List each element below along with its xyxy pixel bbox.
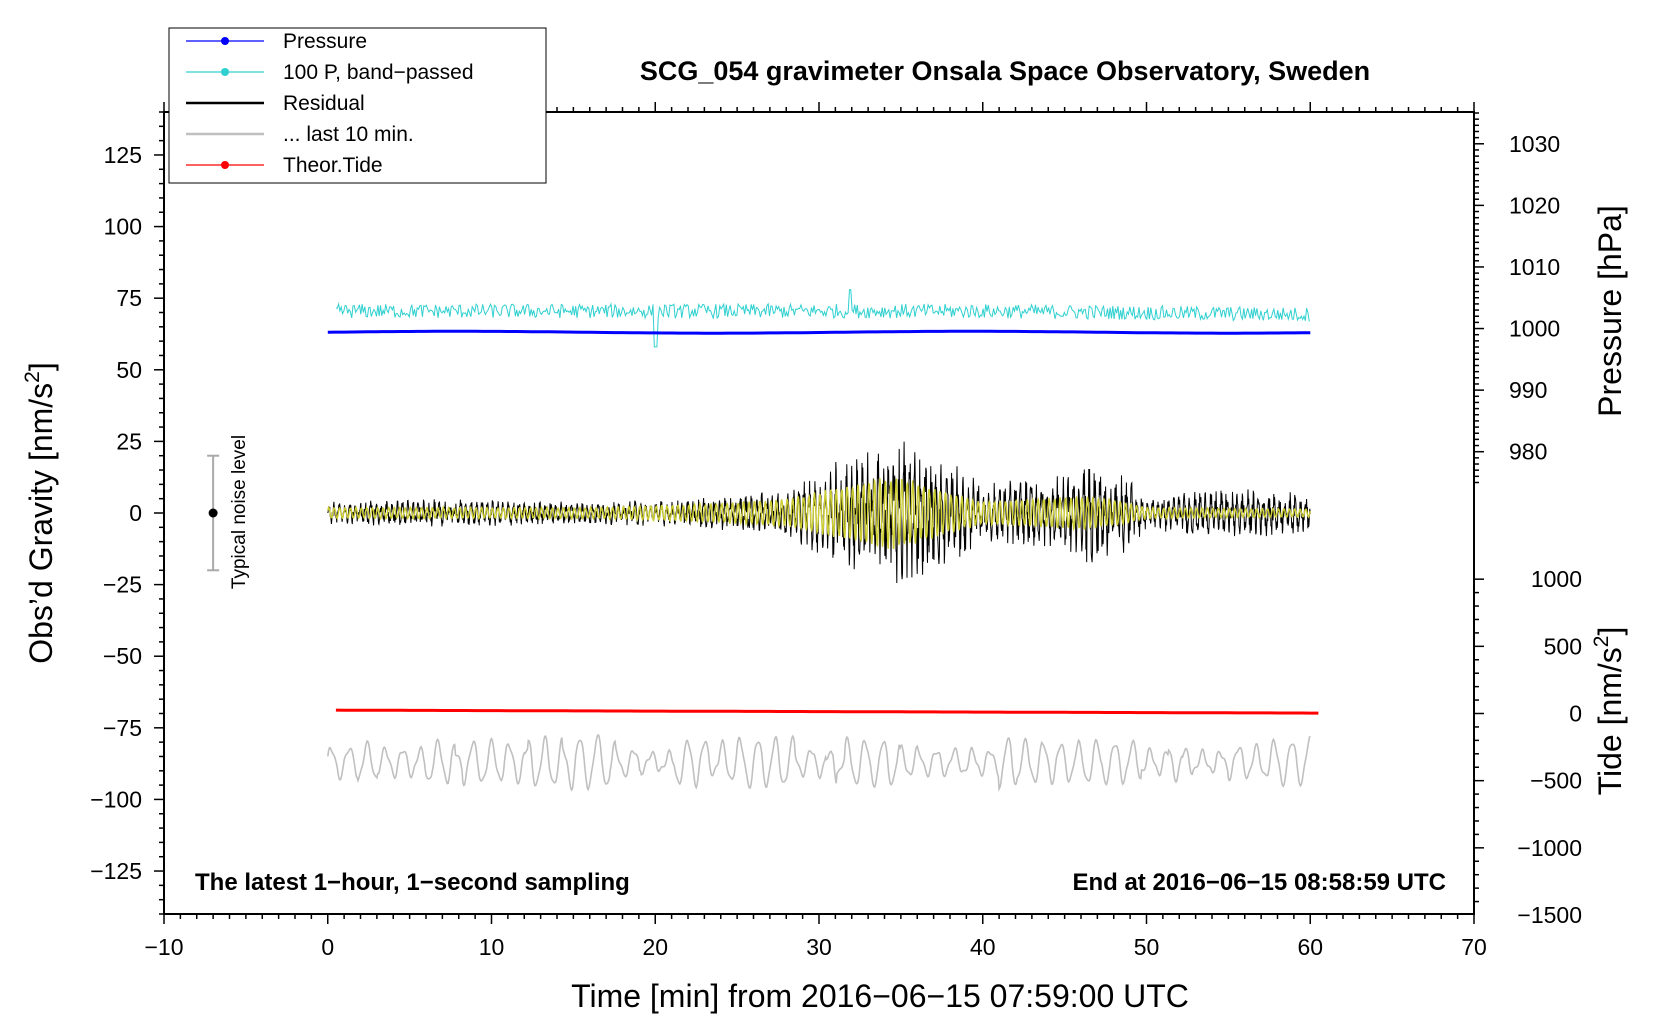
series-pressure-bandpassed: [336, 290, 1309, 347]
legend-label: ... last 10 min.: [283, 123, 414, 146]
y-right-tide-title-end: ]: [1592, 627, 1628, 636]
annotation-end-time: End at 2016−06−15 08:58:59 UTC: [1072, 869, 1446, 896]
y-left-tick-label: 0: [129, 500, 142, 526]
y-left-axis-title: Obs’d Gravity [nm/s2]: [21, 362, 59, 664]
y-left-tick-label: −125: [90, 858, 142, 884]
x-tick-label: 30: [806, 934, 832, 960]
x-tick-label: 50: [1134, 934, 1160, 960]
y-left-tick-label: −75: [103, 715, 142, 741]
legend-swatch-dot: [221, 37, 229, 45]
legend: Pressure 100 P, band−passed Residual ... la…: [169, 28, 546, 183]
x-tick-label: 20: [642, 934, 668, 960]
y-right-pressure-title: Pressure [hPa]: [1592, 205, 1628, 417]
x-tick-label: 70: [1461, 934, 1487, 960]
series-theor-tide: [336, 710, 1319, 713]
y-left-tick-label: 100: [104, 214, 142, 240]
x-tick-label: 0: [321, 934, 334, 960]
y-left-axis-title-main: Obs’d Gravity [nm/s: [23, 383, 59, 664]
axis-tick-labels: −10 0 10 20 30 40 50 60 701251007550250−25−50−75…: [90, 131, 1582, 960]
y-right-tide-title-main: Tide [nm/s: [1592, 647, 1628, 795]
y-right-pressure-tick-label: 1000: [1509, 316, 1560, 342]
noise-bar: [207, 456, 219, 571]
y-right-tide-tick-label: −1500: [1517, 902, 1582, 928]
x-tick-label: 60: [1297, 934, 1323, 960]
legend-label: Residual: [283, 92, 365, 115]
y-right-tide-tick-label: −500: [1530, 768, 1582, 794]
y-right-tide-tick-label: 0: [1569, 701, 1582, 727]
legend-swatch-dot: [221, 161, 229, 169]
annotation-sampling: The latest 1−hour, 1−second sampling: [195, 869, 630, 896]
y-left-axis-title-end: ]: [23, 362, 59, 371]
y-left-tick-label: −100: [90, 786, 142, 812]
y-left-tick-label: −25: [103, 572, 142, 598]
series-last-10-min: [328, 735, 1310, 790]
y-left-axis-title-sup: 2: [21, 371, 44, 383]
legend-swatch-dot: [221, 68, 229, 76]
x-tick-label: 40: [970, 934, 996, 960]
y-left-tick-label: 75: [116, 285, 142, 311]
x-tick-label: 10: [479, 934, 505, 960]
noise-bar-label: Typical noise level: [229, 435, 250, 589]
x-tick-label: −10: [144, 934, 183, 960]
y-right-tide-tick-label: −1000: [1517, 835, 1582, 861]
chart-title: SCG_054 gravimeter Onsala Space Observat…: [640, 56, 1370, 86]
y-right-tide-tick-label: 1000: [1531, 566, 1582, 592]
y-right-pressure-tick-label: 1010: [1509, 254, 1560, 280]
series-pressure: [328, 331, 1311, 333]
legend-label: 100 P, band−passed: [283, 61, 474, 84]
y-left-tick-label: 125: [104, 142, 142, 168]
y-right-pressure-tick-label: 1030: [1509, 131, 1560, 157]
y-left-tick-label: 25: [116, 428, 142, 454]
x-axis-title: Time [min] from 2016−06−15 07:59:00 UTC: [571, 978, 1189, 1014]
gravimeter-chart: −10 0 10 20 30 40 50 60 701251007550250−25−50−75…: [0, 0, 1660, 1020]
y-right-pressure-tick-label: 1020: [1509, 192, 1560, 218]
y-right-tide-title: Tide [nm/s2]: [1590, 627, 1628, 796]
y-right-tide-title-sup: 2: [1590, 636, 1613, 648]
noise-bar-center-dot: [209, 509, 218, 518]
y-right-tide-tick-label: 500: [1544, 633, 1582, 659]
y-left-tick-label: −50: [103, 643, 142, 669]
series-layer: [328, 290, 1319, 790]
series-residual-smoothed: [328, 478, 1310, 548]
legend-label: Pressure: [283, 30, 367, 53]
y-left-tick-label: 50: [116, 357, 142, 383]
y-right-pressure-tick-label: 990: [1509, 377, 1547, 403]
y-right-pressure-tick-label: 980: [1509, 439, 1547, 465]
legend-label: Theor.Tide: [283, 154, 383, 177]
